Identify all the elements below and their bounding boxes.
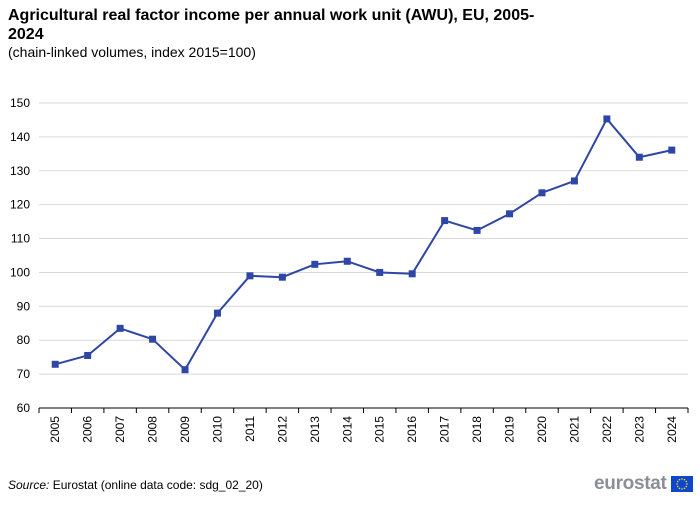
flag-star bbox=[680, 478, 683, 480]
source-text: Eurostat (online data code: sdg_02_20) bbox=[52, 478, 263, 492]
eurostat-logo: eurostat bbox=[594, 473, 693, 494]
data-point bbox=[311, 260, 319, 268]
source-label: Source: bbox=[8, 478, 50, 492]
x-tick-label: 2011 bbox=[243, 416, 257, 442]
data-point bbox=[149, 335, 157, 343]
data-point bbox=[51, 360, 59, 368]
data-point bbox=[376, 268, 384, 276]
data-point bbox=[635, 153, 643, 161]
flag-star bbox=[678, 478, 680, 481]
flag-star bbox=[683, 487, 685, 490]
flag-star bbox=[685, 485, 687, 488]
x-tick-label: 2017 bbox=[438, 416, 452, 443]
data-point bbox=[343, 257, 351, 265]
y-tick-label: 100 bbox=[10, 265, 30, 279]
data-point bbox=[246, 272, 254, 280]
data-point bbox=[278, 273, 286, 281]
x-tick-label: 2020 bbox=[535, 416, 549, 443]
chart-title: Agricultural real factor income per annu… bbox=[8, 7, 535, 43]
y-tick-label: 150 bbox=[10, 96, 30, 110]
x-tick-label: 2023 bbox=[632, 416, 646, 443]
y-tick-label: 130 bbox=[10, 164, 30, 178]
data-point bbox=[506, 210, 514, 218]
x-tick-label: 2013 bbox=[308, 416, 322, 443]
flag-star bbox=[680, 488, 683, 490]
logo-text: eurostat bbox=[594, 473, 667, 494]
y-tick-label: 70 bbox=[17, 367, 31, 381]
x-tick-label: 2018 bbox=[470, 416, 484, 443]
x-tick-label: 2006 bbox=[81, 416, 95, 443]
y-tick-label: 80 bbox=[17, 333, 31, 347]
data-point bbox=[84, 351, 92, 359]
x-tick-label: 2014 bbox=[340, 416, 354, 443]
data-point bbox=[603, 115, 611, 123]
flag-star bbox=[676, 485, 679, 488]
data-point bbox=[570, 177, 578, 185]
x-tick-label: 2007 bbox=[113, 416, 127, 443]
y-tick-label: 110 bbox=[11, 232, 30, 246]
x-tick-label: 2022 bbox=[600, 416, 614, 443]
line-chart: 60 70 80 90 100 110 120 130 140 150 2005 2006 2007 20… bbox=[10, 96, 689, 443]
y-tick-label: 60 bbox=[17, 401, 31, 415]
eu-flag-icon bbox=[670, 476, 693, 492]
chart-subtitle: (chain-linked volumes, index 2015=100) bbox=[8, 44, 256, 60]
data-point bbox=[473, 226, 481, 234]
source-note: Source: Eurostat (online data code: sdg_… bbox=[8, 478, 263, 492]
x-tick-label: 2021 bbox=[567, 416, 581, 443]
data-point bbox=[116, 324, 124, 332]
y-tick-label: 90 bbox=[17, 299, 31, 313]
flag-star bbox=[685, 483, 688, 485]
flag-star bbox=[683, 478, 685, 481]
x-tick-label: 2009 bbox=[178, 416, 192, 443]
flag-star bbox=[675, 483, 678, 485]
flag-star bbox=[678, 487, 680, 490]
data-point bbox=[441, 217, 449, 225]
flag-star bbox=[685, 480, 687, 483]
data-point bbox=[408, 270, 416, 278]
series-line bbox=[54, 117, 672, 371]
x-tick-label: 2005 bbox=[48, 416, 62, 443]
y-tick-label: 120 bbox=[10, 198, 30, 212]
data-point bbox=[538, 189, 546, 197]
y-tick-label: 140 bbox=[10, 130, 30, 144]
x-tick-label: 2019 bbox=[503, 416, 517, 443]
data-point bbox=[213, 309, 221, 317]
data-point bbox=[668, 146, 676, 154]
data-point bbox=[181, 366, 189, 374]
x-tick-label: 2012 bbox=[275, 416, 289, 443]
x-tick-label: 2016 bbox=[405, 416, 419, 443]
x-tick-label: 2024 bbox=[665, 416, 679, 443]
x-tick-label: 2010 bbox=[210, 416, 224, 443]
flag-star bbox=[676, 480, 679, 483]
x-tick-label: 2008 bbox=[146, 416, 160, 443]
x-tick-label: 2015 bbox=[373, 416, 387, 443]
